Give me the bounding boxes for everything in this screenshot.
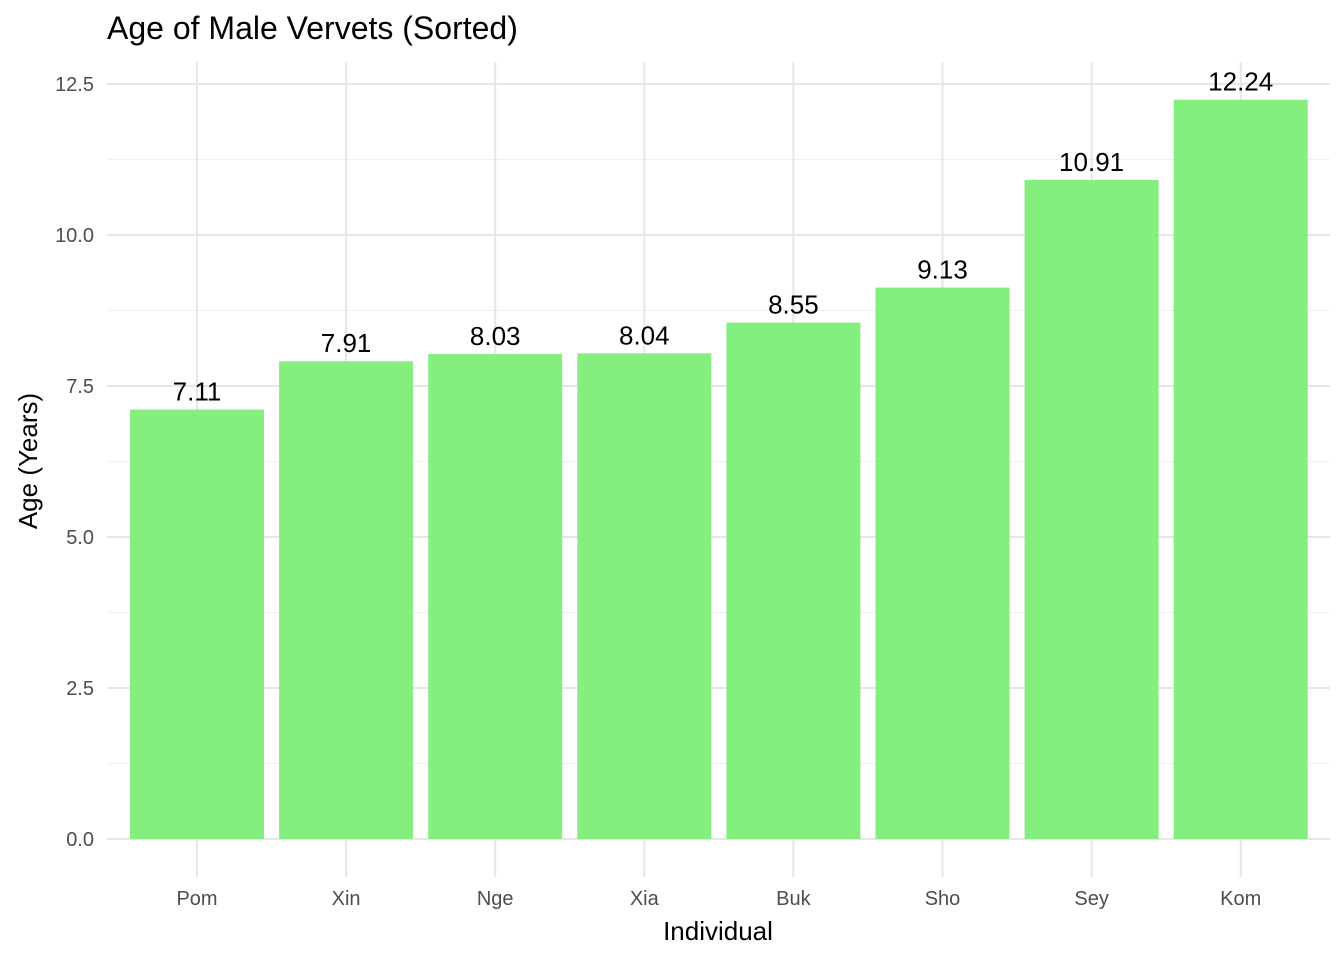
x-axis-ticks: Pom Xin Nge Xia Buk Sho Sey Kom	[176, 888, 1261, 910]
x-tick-label: Nge	[477, 888, 514, 910]
data-label-xia: 8.04	[619, 320, 670, 350]
bar-pom	[130, 409, 264, 839]
data-label-pom: 7.11	[173, 377, 222, 407]
data-label-kom: 12.24	[1208, 67, 1273, 97]
data-label-xin: 7.91	[321, 328, 372, 358]
bar-buk	[726, 322, 861, 840]
y-tick-label: 10.0	[55, 225, 94, 247]
bars	[130, 99, 1308, 840]
y-tick-label: 5.0	[66, 527, 94, 549]
data-label-buk: 8.55	[768, 290, 819, 320]
x-tick-label: Xia	[630, 888, 660, 910]
y-tick-label: 0.0	[66, 829, 94, 851]
data-label-sho: 9.13	[917, 255, 968, 285]
chart-title: Age of Male Vervets (Sorted)	[107, 10, 518, 46]
x-tick-label: Xin	[332, 888, 361, 910]
y-tick-label: 12.5	[55, 74, 94, 96]
bar-kom	[1173, 99, 1308, 840]
y-tick-label: 7.5	[66, 376, 94, 398]
bar-xin	[279, 361, 414, 839]
x-tick-label: Buk	[776, 888, 811, 910]
x-tick-label: Kom	[1220, 888, 1261, 910]
x-tick-label: Sey	[1074, 888, 1108, 910]
bar-sey	[1024, 180, 1159, 839]
x-axis-title: Individual	[663, 916, 773, 946]
x-tick-label: Sho	[925, 888, 961, 910]
data-label-nge: 8.03	[470, 321, 521, 351]
bar-xia	[577, 353, 712, 839]
data-labels: 7.11 7.91 8.03 8.04 8.55 9.13 10.91 12.24	[173, 67, 1274, 407]
y-axis-ticks: 0.0 2.5 5.0 7.5 10.0 12.5	[55, 74, 94, 851]
bar-nge	[428, 353, 563, 839]
y-axis-title: Age (Years)	[13, 393, 43, 529]
x-tick-label: Pom	[176, 888, 217, 910]
y-tick-label: 2.5	[66, 678, 94, 700]
data-label-sey: 10.91	[1059, 147, 1124, 177]
bar-sho	[875, 287, 1010, 840]
